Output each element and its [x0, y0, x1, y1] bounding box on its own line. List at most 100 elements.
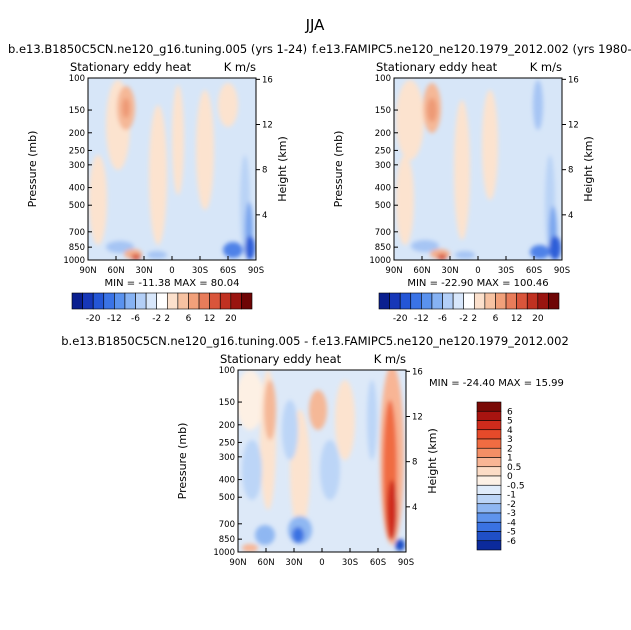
colorbar-swatch: [484, 292, 496, 310]
panel-difference: b.e13.B1850C5CN.ne120_g16.tuning.005 - f…: [61, 334, 569, 553]
colorbar-label: -20: [86, 314, 101, 324]
colorbar-swatch: [476, 429, 502, 440]
colorbar-label: 12: [204, 314, 215, 324]
colorbar-label: -2: [459, 314, 468, 324]
x-tick-label: 0: [169, 266, 174, 276]
colorbar-swatch: [476, 457, 502, 468]
colorbar-label: -4: [507, 518, 516, 528]
colorbar-swatch: [389, 292, 401, 310]
x-tick-label: 30S: [342, 558, 358, 568]
colorbar-swatch: [219, 292, 232, 310]
colorbar-swatch: [421, 292, 433, 310]
y-right-tick-label: 8: [412, 458, 417, 468]
colorbar-swatch: [442, 292, 454, 310]
colorbar-swatch: [476, 521, 502, 532]
x-tick-label: 90N: [385, 266, 402, 276]
colorbar-swatch: [103, 292, 115, 310]
colorbar-label: 6: [186, 314, 192, 324]
x-tick-label: 30N: [285, 558, 302, 568]
min-max-label: MIN = -22.90 MAX = 100.46: [407, 278, 548, 289]
colorbar-swatch: [476, 447, 502, 458]
x-tick-label: 0: [319, 558, 324, 568]
figure-title: JJA: [305, 16, 326, 34]
x-tick-label: 60N: [257, 558, 274, 568]
colorbar-label: -20: [393, 314, 408, 324]
y-tick-label: 100: [375, 74, 391, 84]
y-right-tick-label: 4: [412, 503, 417, 513]
panel-title: b.e13.B1850C5CN.ne120_g16.tuning.005 (yr…: [8, 42, 307, 56]
colorbar-swatch: [526, 292, 539, 310]
colorbar-swatch: [473, 292, 486, 310]
x-tick-label: 90N: [229, 558, 246, 568]
colorbar-swatch: [410, 292, 422, 310]
x-tick-label: 60N: [413, 266, 430, 276]
colorbar-label: -5: [507, 528, 516, 538]
colorbar-swatch: [431, 292, 443, 310]
panel-obs: f.e13.FAMIPC5.ne120_ne120.1979_2012.002 …: [312, 42, 631, 261]
y-tick-label: 200: [375, 129, 391, 139]
y-right-tick-label: 12: [568, 121, 579, 131]
x-tick-label: 0: [475, 266, 480, 276]
y-axis-label: Pressure (mb): [176, 423, 189, 500]
colorbar-swatch: [230, 292, 242, 310]
y-tick-label: 850: [69, 243, 85, 253]
panel-right-label: K m/s: [224, 60, 256, 74]
y-tick-label: 250: [219, 438, 235, 448]
y-tick-label: 100: [69, 74, 85, 84]
y-tick-label: 150: [219, 398, 235, 408]
panel-left-label: Stationary eddy heat: [70, 60, 192, 74]
colorbar-swatch: [166, 292, 179, 310]
colorbar-label: 5: [507, 417, 513, 427]
y-tick-label: 300: [69, 161, 85, 171]
panel-title: f.e13.FAMIPC5.ne120_ne120.1979_2012.002 …: [312, 42, 631, 56]
colorbar-label: 20: [532, 314, 544, 324]
colorbar-swatch: [476, 494, 502, 505]
colorbar-swatch: [476, 503, 502, 514]
colorbar-label: -3: [507, 509, 516, 519]
colorbar-label: 3: [507, 435, 513, 445]
colorbar-swatch: [177, 292, 189, 310]
y-tick-label: 300: [219, 453, 235, 463]
colorbar-swatch: [476, 475, 502, 486]
x-tick-label: 30S: [498, 266, 514, 276]
x-tick-label: 30S: [192, 266, 208, 276]
colorbar: -20 -12 -6 -2 2 6 12 20: [71, 292, 253, 324]
y-tick-label: 850: [219, 535, 235, 545]
y-tick-label: 300: [375, 161, 391, 171]
colorbar-swatch: [156, 292, 168, 310]
colorbar-swatch: [476, 531, 502, 542]
colorbar-label: 0.5: [507, 463, 521, 473]
y-tick-label: 700: [219, 520, 235, 530]
colorbar-swatch: [198, 292, 210, 310]
colorbar-label: 12: [511, 314, 522, 324]
colorbar-label: -2: [507, 500, 516, 510]
colorbar-label: -6: [507, 537, 516, 547]
colorbar-swatch: [82, 292, 94, 310]
colorbar-swatch: [399, 292, 412, 310]
colorbar-label: -2: [152, 314, 161, 324]
panel-title: b.e13.B1850C5CN.ne120_g16.tuning.005 - f…: [61, 334, 569, 348]
colorbar-swatch: [476, 410, 502, 421]
y-tick-label: 1000: [369, 256, 391, 266]
y-tick-label: 500: [219, 493, 235, 503]
colorbar-label: 2: [164, 314, 170, 324]
x-tick-label: 90S: [554, 266, 570, 276]
min-max-label: MIN = -11.38 MAX = 80.04: [105, 278, 240, 289]
colorbar-swatch: [188, 292, 200, 310]
y-right-axis-label: Height (km): [426, 428, 439, 494]
y-right-tick-label: 4: [262, 211, 267, 221]
y-right-tick-label: 4: [568, 211, 573, 221]
y-right-tick-label: 12: [262, 121, 273, 131]
panel-right-label: K m/s: [530, 60, 562, 74]
y-tick-label: 1000: [63, 256, 85, 266]
colorbar-label: -12: [107, 314, 122, 324]
y-tick-label: 500: [375, 201, 391, 211]
heatmap-field: [394, 78, 562, 260]
y-axis-label: Pressure (mb): [26, 131, 39, 208]
y-tick-label: 200: [219, 421, 235, 431]
y-right-tick-label: 8: [262, 166, 267, 176]
x-tick-label: 30N: [135, 266, 152, 276]
colorbar-label: 1: [507, 454, 513, 464]
axes-group: 100 150 200 250 300 400 500 700 850 1000 16 12 8 4 90N…: [332, 74, 595, 276]
